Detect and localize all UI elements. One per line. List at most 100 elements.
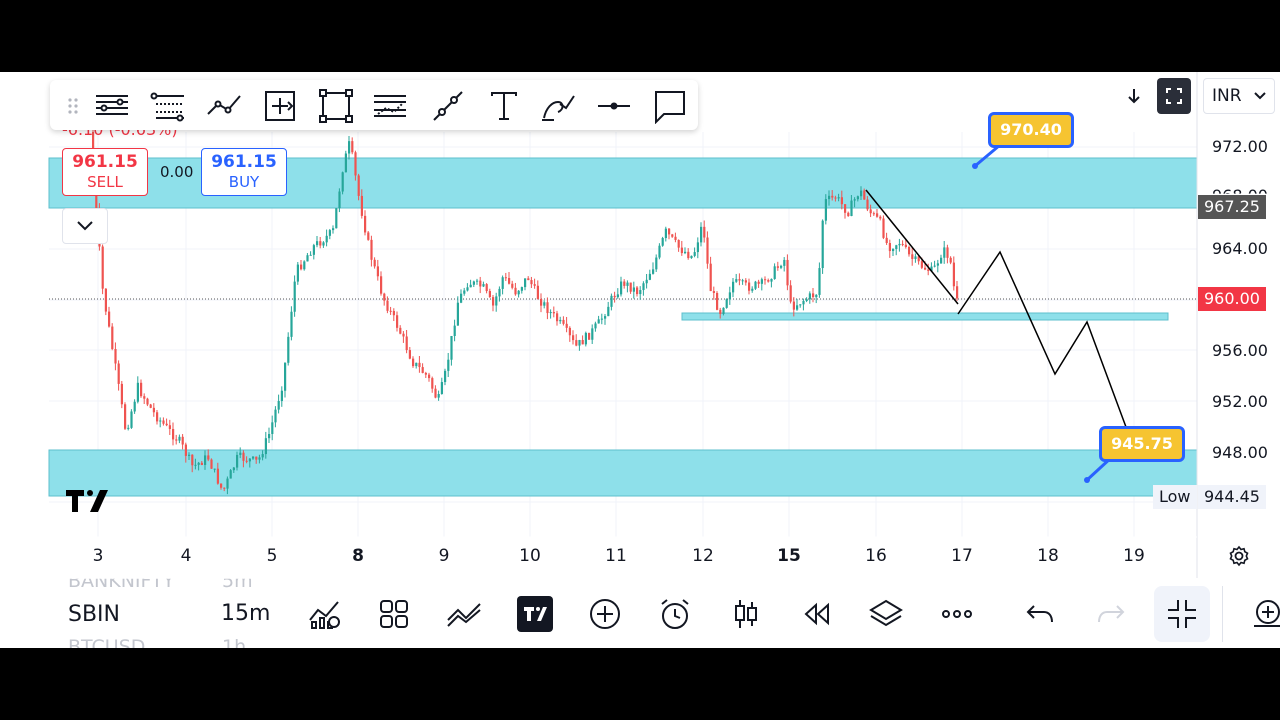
candle-body [412,358,415,367]
candle-body [117,363,120,384]
trend-line-icon[interactable] [206,88,242,124]
prev-symbol[interactable]: BANKNIFTY [68,570,175,592]
horizontal-line-icon[interactable] [596,88,632,124]
collapse-trade-button[interactable] [62,208,108,244]
candle-body [674,236,677,240]
drag-handle-icon[interactable] [56,88,78,124]
next-interval[interactable]: 1h [222,636,247,648]
candle-body [322,242,325,246]
candle-body [152,407,155,413]
brush-line-icon[interactable] [430,88,466,124]
candle-body [376,266,379,277]
candle-body [799,304,802,306]
redo-icon[interactable] [1093,596,1129,632]
current-interval[interactable]: 15m [221,601,271,626]
candle-body [748,282,751,291]
currency-select[interactable]: INR [1203,78,1275,114]
candle-body [524,278,527,288]
rectangle-icon[interactable] [318,88,354,124]
chart-settings-button[interactable] [1227,544,1251,568]
candle-body [146,398,149,405]
candle-body [725,299,728,308]
chevron-down-icon [1254,92,1266,100]
candle-body [754,281,757,289]
candle-body [728,292,731,300]
candle-body [280,390,283,402]
candle-body [178,436,181,441]
candle-body [418,362,421,368]
fullscreen-toggle-button[interactable] [1157,78,1191,114]
candle-body [764,279,767,281]
indicators-icon[interactable] [306,596,342,632]
candle-body [757,281,760,284]
more-options-icon[interactable] [939,596,975,632]
candle-body [216,468,219,484]
prev-interval[interactable]: 5m [222,570,253,592]
current-symbol[interactable]: SBIN [68,602,121,627]
candle-body [789,285,792,302]
candle-body [802,300,805,305]
layers-icon[interactable] [868,596,904,632]
candle-body [380,276,383,294]
gear-icon [1229,545,1249,567]
callout-upper-target[interactable]: 970.40 [988,112,1074,148]
candle-body [213,468,216,470]
sell-button[interactable]: 961.15 SELL [62,148,148,196]
candle-body [930,266,933,271]
candle-body [719,309,722,314]
candle-body [370,239,373,260]
time-label: 18 [1037,546,1059,566]
candle-body [821,220,824,269]
fib-retracement-icon[interactable] [150,88,186,124]
candle-body [828,195,831,200]
candle-body [581,339,584,345]
candle-body [264,438,267,455]
candle-body [876,213,879,217]
add-chart-icon[interactable] [1250,596,1280,632]
compare-icon[interactable] [446,596,482,632]
horizontal-lines-icon[interactable] [94,88,130,124]
candle-body [274,409,277,423]
next-symbol[interactable]: BTCUSD [68,636,146,648]
layouts-grid-icon[interactable] [376,596,412,632]
candle-body [229,470,232,479]
divider [1222,586,1223,642]
candle-body [773,266,776,279]
price-tick: 952.00 [1212,392,1268,411]
candle-body [533,284,536,286]
candle-body [424,372,427,375]
add-plus-icon[interactable] [587,596,623,632]
annotation-pen-icon[interactable] [540,88,576,124]
candle-body [456,302,459,326]
candle-body [818,268,821,295]
buy-button[interactable]: 961.15 BUY [201,148,287,196]
exit-fullscreen-button[interactable] [1154,586,1210,642]
callout-icon[interactable] [652,88,688,125]
time-label: 17 [951,546,973,566]
text-icon[interactable] [486,88,522,124]
candle-body [863,190,866,200]
parallel-channel-icon[interactable] [372,88,408,124]
callout-lower-target[interactable]: 945.75 [1099,426,1185,462]
candle-body [184,444,187,456]
candle-body [882,218,885,238]
candle-body [780,265,783,268]
candle-body [156,412,159,422]
candle-body [453,325,456,337]
replay-icon[interactable] [798,596,834,632]
candles-icon[interactable] [728,596,764,632]
candle-body [271,422,274,434]
chart-canvas[interactable] [0,72,1280,648]
candle-body [325,235,328,243]
candle-body [501,277,504,289]
tradingview-icon[interactable] [517,596,553,632]
scroll-down-button[interactable] [1117,78,1151,114]
undo-icon[interactable] [1022,596,1058,632]
time-label: 9 [438,546,450,566]
drawing-toolbar [50,80,698,130]
candle-body [812,293,815,298]
candle-body [165,423,168,426]
alarm-clock-icon[interactable] [657,596,693,632]
long-position-icon[interactable] [262,88,298,124]
candle-body [367,232,370,240]
